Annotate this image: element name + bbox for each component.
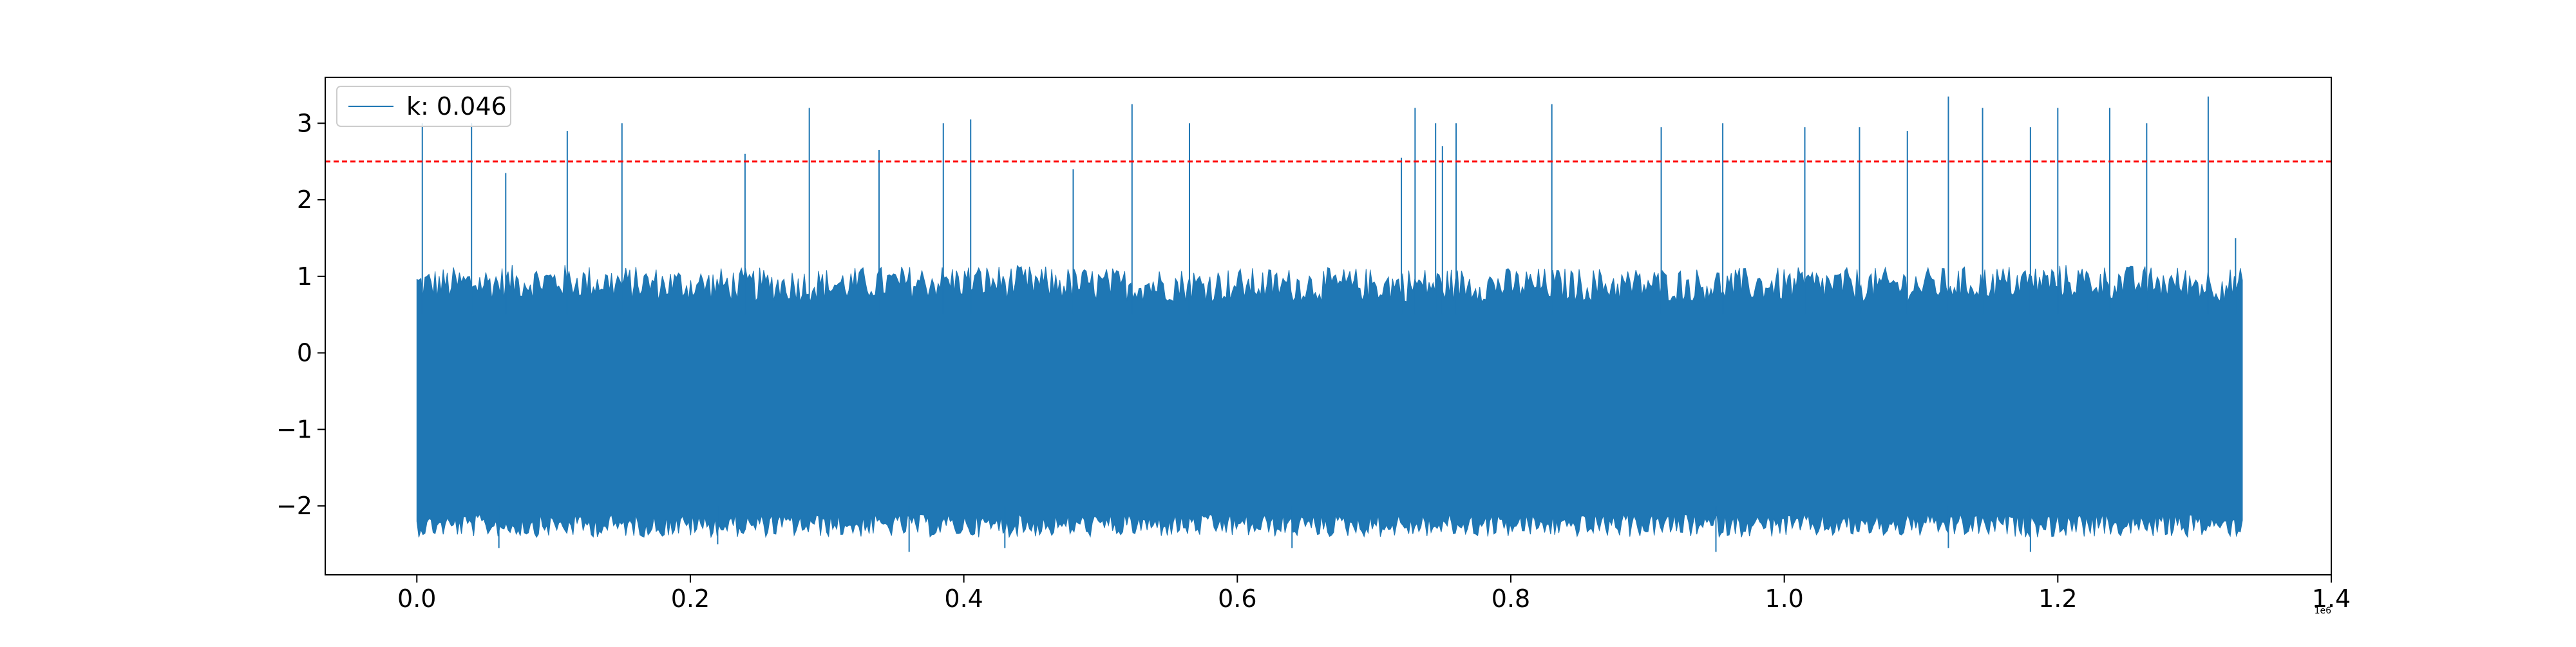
y-axis: −2 −1 0 1 2 3 [276, 109, 325, 520]
x-tick-label: 0.6 [1218, 584, 1256, 613]
series-layer [416, 96, 2243, 552]
x-tick-label: 0.4 [944, 584, 983, 613]
y-tick-label: −1 [276, 415, 312, 443]
x-tick-label: 0.0 [397, 584, 436, 613]
series-k-band [416, 264, 2243, 539]
axes-frame [325, 77, 2332, 575]
x-tick-label: 0.8 [1492, 584, 1530, 613]
x-tick-label: 0.2 [671, 584, 710, 613]
legend: k: 0.046 [336, 86, 511, 127]
y-tick-label: 1 [297, 262, 312, 291]
legend-label-k: k: 0.046 [406, 92, 507, 121]
legend-box [336, 86, 511, 127]
y-tick-label: 3 [297, 109, 312, 137]
y-tick-label: 2 [297, 186, 312, 214]
x-tick-label: 1.0 [1765, 584, 1803, 613]
x-offset-text: 1e6 [2315, 606, 2332, 616]
y-tick-label: −2 [276, 492, 312, 520]
y-tick-label: 0 [297, 339, 312, 367]
x-tick-label: 1.4 [2312, 584, 2351, 613]
x-tick-label: 1.2 [2038, 584, 2077, 613]
x-axis: 0.0 0.2 0.4 0.6 0.8 1.0 1.2 1.4 [397, 575, 2351, 613]
